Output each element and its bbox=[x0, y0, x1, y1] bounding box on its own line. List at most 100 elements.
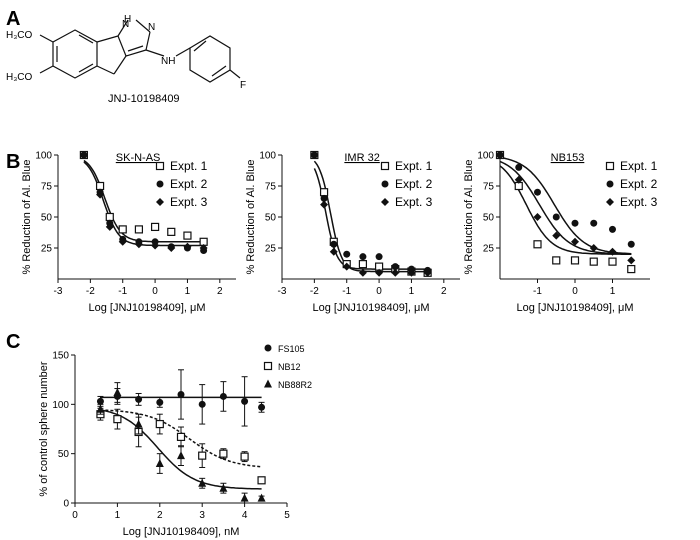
x-tick-label: 1 bbox=[610, 286, 616, 297]
bond-double bbox=[193, 40, 207, 52]
legend-marker bbox=[605, 161, 615, 171]
data-point bbox=[552, 213, 560, 221]
data-point bbox=[552, 256, 561, 265]
x-tick-label: 4 bbox=[242, 510, 248, 521]
y-tick-label: 25 bbox=[483, 244, 495, 255]
fit-curve bbox=[83, 159, 204, 243]
data-point bbox=[155, 459, 164, 468]
data-point bbox=[95, 181, 105, 191]
data-point bbox=[176, 432, 186, 441]
y-axis-title: % Reduction of Al. Blue bbox=[463, 160, 475, 275]
data-point bbox=[198, 400, 206, 408]
data-point bbox=[150, 222, 160, 232]
data-point bbox=[627, 240, 635, 248]
x-tick-label: 2 bbox=[441, 286, 447, 297]
data-point bbox=[113, 387, 122, 396]
data-point bbox=[514, 175, 523, 184]
bond bbox=[145, 49, 165, 57]
legend-label: NB88R2 bbox=[278, 380, 312, 390]
fluorophenyl-ring bbox=[189, 35, 231, 83]
legend-label: Expt. 3 bbox=[620, 195, 658, 209]
data-point bbox=[358, 268, 367, 277]
y-tick-label: 75 bbox=[483, 182, 495, 193]
bond bbox=[175, 47, 191, 57]
data-point bbox=[118, 225, 127, 234]
data-point bbox=[105, 222, 114, 231]
data-point bbox=[627, 264, 636, 274]
x-tick-label: 1 bbox=[409, 286, 415, 297]
bond bbox=[135, 19, 151, 33]
data-point bbox=[329, 247, 338, 256]
x-tick-label: -2 bbox=[86, 286, 95, 297]
y-tick-label: 50 bbox=[41, 213, 53, 224]
atom-label-nh: H bbox=[124, 14, 131, 25]
fit-curve bbox=[83, 161, 204, 247]
y-tick-label: 50 bbox=[265, 213, 277, 224]
x-axis-title: Log [JNJ10198409], μM bbox=[312, 302, 429, 314]
data-point bbox=[608, 257, 617, 266]
chemical-structure bbox=[39, 19, 241, 83]
x-tick-label: 0 bbox=[572, 286, 578, 297]
data-point bbox=[423, 268, 432, 277]
data-point bbox=[155, 419, 164, 429]
data-point bbox=[113, 415, 122, 424]
data-point bbox=[219, 449, 228, 458]
chart-title: NB153 bbox=[551, 152, 585, 164]
legend-marker bbox=[381, 198, 389, 206]
y-tick-label: 100 bbox=[35, 151, 52, 162]
fit-curve bbox=[499, 160, 632, 255]
data-point bbox=[199, 244, 208, 252]
chart-sk-n-as: -3 -2 -1 0 1 2 25 50 75 100 Log [JNJ10198409], μM%… bbox=[21, 151, 236, 314]
atom-label-fluoro: F bbox=[240, 80, 246, 91]
x-tick-label: -3 bbox=[278, 286, 287, 297]
legend-label: Expt. 2 bbox=[395, 177, 433, 191]
legend-marker bbox=[606, 198, 614, 206]
data-point bbox=[590, 219, 598, 227]
data-point bbox=[96, 397, 104, 405]
y-tick-label: 100 bbox=[52, 400, 69, 411]
y-axis-title: % Reduction of Al. Blue bbox=[21, 160, 33, 275]
data-point bbox=[320, 194, 328, 202]
bond bbox=[96, 35, 119, 43]
data-point bbox=[533, 240, 542, 249]
y-tick-label: 25 bbox=[265, 244, 277, 255]
data-point bbox=[134, 225, 144, 234]
data-point bbox=[156, 398, 164, 406]
data-point bbox=[118, 237, 127, 246]
data-point bbox=[257, 493, 266, 502]
data-point bbox=[319, 188, 329, 197]
data-point bbox=[134, 240, 143, 249]
x-tick-label: -1 bbox=[342, 286, 351, 297]
data-point bbox=[589, 257, 598, 266]
data-point bbox=[571, 219, 579, 227]
data-point bbox=[391, 268, 400, 277]
legend-label: FS105 bbox=[278, 344, 305, 354]
atom-label-n-ring: N bbox=[122, 19, 129, 30]
legend-label: Expt. 1 bbox=[395, 159, 433, 173]
benzene-double-bond bbox=[78, 63, 94, 73]
data-point bbox=[219, 392, 227, 400]
chart-imr-32: -3 -2 -1 0 1 2 25 50 75 100 Log [JNJ10198409], μM%… bbox=[245, 151, 460, 314]
data-point bbox=[342, 262, 351, 271]
data-point bbox=[241, 397, 249, 405]
panel-letter-a: A bbox=[6, 8, 20, 30]
data-point bbox=[183, 231, 192, 240]
y-tick-label: 100 bbox=[259, 151, 276, 162]
bond bbox=[229, 69, 241, 79]
data-point bbox=[571, 237, 579, 246]
legend-marker bbox=[381, 180, 389, 188]
data-point bbox=[167, 227, 176, 236]
data-point bbox=[407, 268, 416, 277]
x-tick-label: -3 bbox=[54, 286, 63, 297]
data-point bbox=[391, 263, 399, 271]
bond bbox=[39, 65, 54, 74]
bond-double bbox=[127, 45, 144, 52]
bond bbox=[145, 31, 151, 51]
bond bbox=[125, 49, 147, 57]
atom-label-methoxy-1: H₃CO bbox=[6, 30, 33, 41]
legend-label: Expt. 1 bbox=[620, 159, 658, 173]
legend-label: NB12 bbox=[278, 362, 301, 372]
x-tick-label: 1 bbox=[185, 286, 191, 297]
panel-letter-c: C bbox=[6, 331, 20, 353]
data-point bbox=[198, 478, 207, 487]
